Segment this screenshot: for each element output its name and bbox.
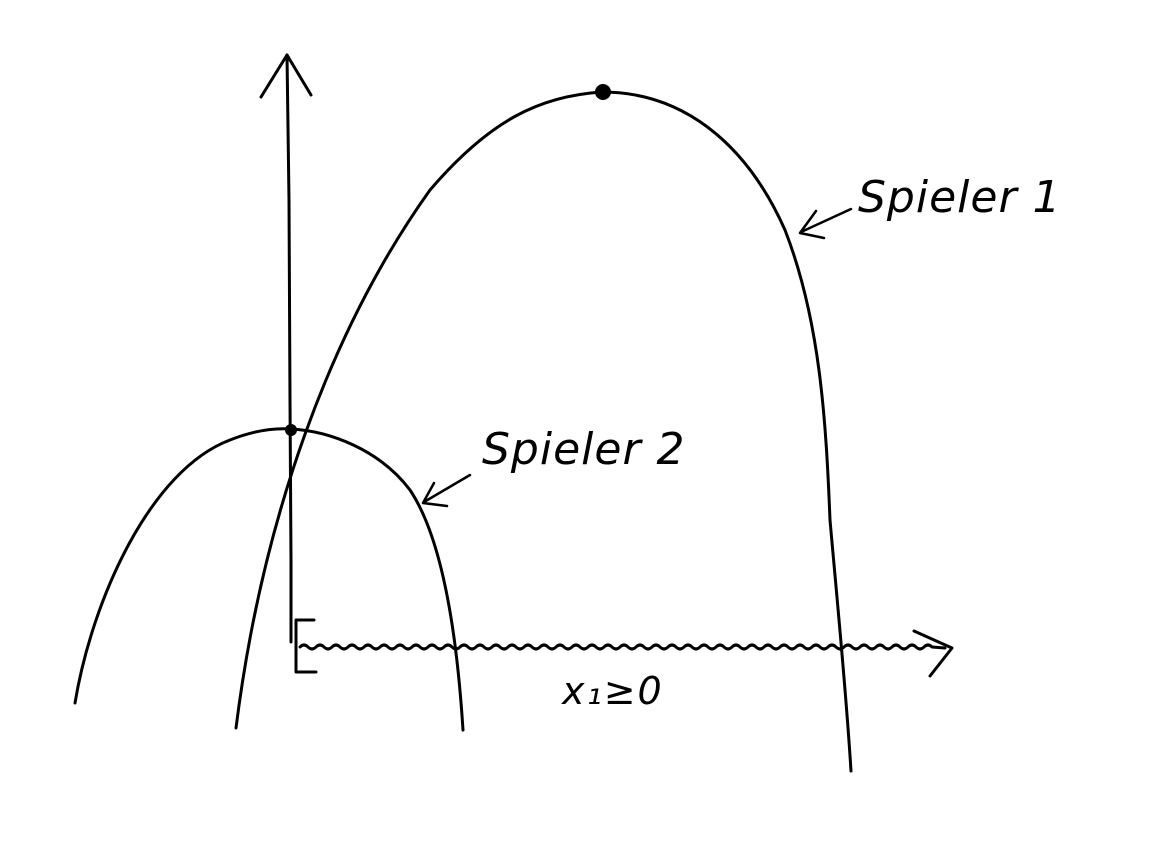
player1-curve bbox=[234, 90, 853, 773]
player1-pointer-arrowhead bbox=[798, 209, 826, 240]
player2-curve bbox=[73, 427, 465, 732]
player1-pointer-arrow bbox=[799, 207, 853, 234]
vertical-axis-arrowhead bbox=[259, 53, 313, 99]
player1-label: Spieler 1 bbox=[858, 172, 1062, 223]
closed-bracket bbox=[294, 618, 318, 674]
player2-pointer-arrow bbox=[422, 473, 472, 504]
player2-label: Spieler 2 bbox=[482, 424, 686, 475]
constraint-label: x₁≥0 bbox=[562, 669, 664, 713]
horizontal-axis-wavy bbox=[298, 643, 947, 651]
player2-pointer-arrowhead bbox=[421, 481, 449, 508]
vertical-axis bbox=[285, 53, 293, 644]
player2-maximum-point bbox=[285, 424, 297, 436]
player1-maximum-point bbox=[595, 84, 611, 100]
horizontal-axis-arrowhead bbox=[912, 629, 954, 678]
